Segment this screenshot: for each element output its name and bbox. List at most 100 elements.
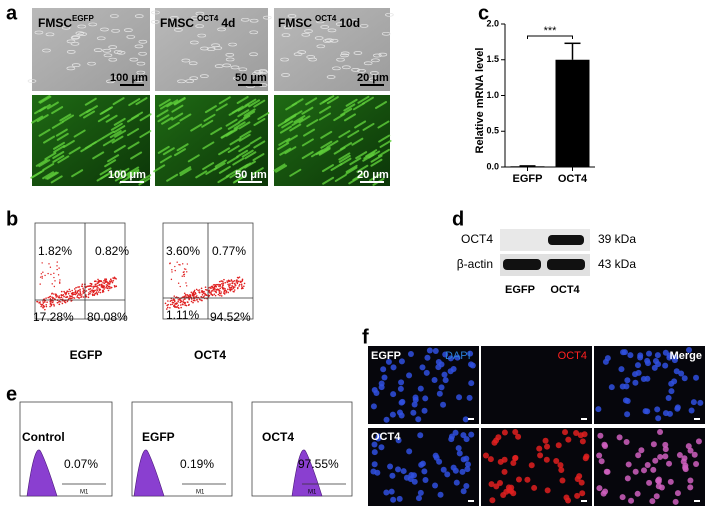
nucleus <box>500 492 507 499</box>
event <box>202 292 205 294</box>
nucleus <box>682 462 689 469</box>
cell <box>113 144 126 153</box>
cell <box>139 113 152 122</box>
event <box>227 288 229 291</box>
cell <box>226 155 239 164</box>
event <box>42 302 45 304</box>
cell <box>315 19 325 24</box>
cell <box>322 95 335 104</box>
cell <box>206 47 216 51</box>
event <box>201 299 203 302</box>
cell <box>301 138 314 147</box>
event <box>101 291 104 293</box>
cell <box>275 164 288 173</box>
cell <box>244 98 257 107</box>
nucleus <box>622 397 629 404</box>
event <box>239 281 242 284</box>
event <box>180 306 182 309</box>
cell <box>373 53 382 58</box>
nucleus <box>608 384 615 391</box>
cell <box>340 108 353 117</box>
cell <box>150 20 160 24</box>
event <box>107 287 109 289</box>
nucleus <box>387 463 394 470</box>
cell <box>253 117 266 126</box>
fluorescence-image <box>481 346 592 424</box>
event <box>224 281 227 284</box>
nucleus <box>396 495 403 502</box>
cell <box>52 141 65 150</box>
cell <box>353 51 363 55</box>
event <box>213 283 216 286</box>
cell <box>102 48 112 53</box>
nucleus <box>644 375 651 382</box>
channel-label: EGFP <box>371 350 401 362</box>
event <box>71 289 73 292</box>
event <box>96 289 98 292</box>
event <box>164 302 167 305</box>
event <box>229 284 231 286</box>
event <box>76 294 79 297</box>
cell <box>46 101 59 110</box>
event <box>111 281 114 284</box>
event <box>236 282 239 285</box>
event <box>185 268 187 271</box>
event <box>89 290 91 293</box>
nucleus <box>686 347 693 354</box>
nucleus <box>419 460 426 467</box>
nucleus <box>487 456 494 463</box>
event <box>79 288 81 291</box>
nucleus <box>463 455 470 462</box>
cell <box>322 176 335 185</box>
cell <box>51 120 64 129</box>
event <box>218 280 221 283</box>
event <box>53 276 55 279</box>
superscript: EGFP <box>72 14 94 23</box>
bar-chart: 0.0 0.5 1.0 1.5 2.0 Relative mRNA level EGFP OC… <box>474 18 595 185</box>
cell <box>279 125 292 134</box>
nucleus <box>493 483 500 490</box>
suffix: 10d <box>339 16 360 30</box>
gate-label: M1 <box>196 490 205 496</box>
channel-label: OCT4 <box>558 350 587 362</box>
nucleus <box>462 416 469 423</box>
nucleus <box>396 409 403 416</box>
nucleus <box>390 496 397 503</box>
event <box>194 291 197 294</box>
nucleus <box>415 416 422 423</box>
cell <box>195 24 204 28</box>
event <box>238 285 240 287</box>
cell <box>213 162 226 171</box>
cell <box>166 173 179 182</box>
event <box>208 291 211 294</box>
event <box>221 284 224 286</box>
event <box>72 296 74 299</box>
nucleus <box>634 490 641 497</box>
cell <box>195 11 205 16</box>
event <box>105 285 108 288</box>
event <box>53 305 55 307</box>
cell <box>109 130 122 139</box>
nucleus <box>693 374 700 381</box>
cell <box>236 163 249 172</box>
event <box>53 293 55 295</box>
plot-frame <box>34 222 126 320</box>
nucleus <box>512 455 519 462</box>
event <box>233 282 236 285</box>
cell <box>52 151 65 160</box>
cell <box>99 167 112 176</box>
event <box>110 280 113 282</box>
nucleus <box>578 479 585 486</box>
nucleus <box>573 429 580 436</box>
event <box>177 306 180 309</box>
cell <box>38 128 51 137</box>
event <box>86 285 89 288</box>
event <box>185 304 188 307</box>
cell <box>345 164 358 173</box>
cell <box>281 73 290 77</box>
cell <box>233 76 242 81</box>
scale-bar <box>581 500 587 502</box>
event <box>203 290 205 293</box>
event <box>83 289 85 292</box>
